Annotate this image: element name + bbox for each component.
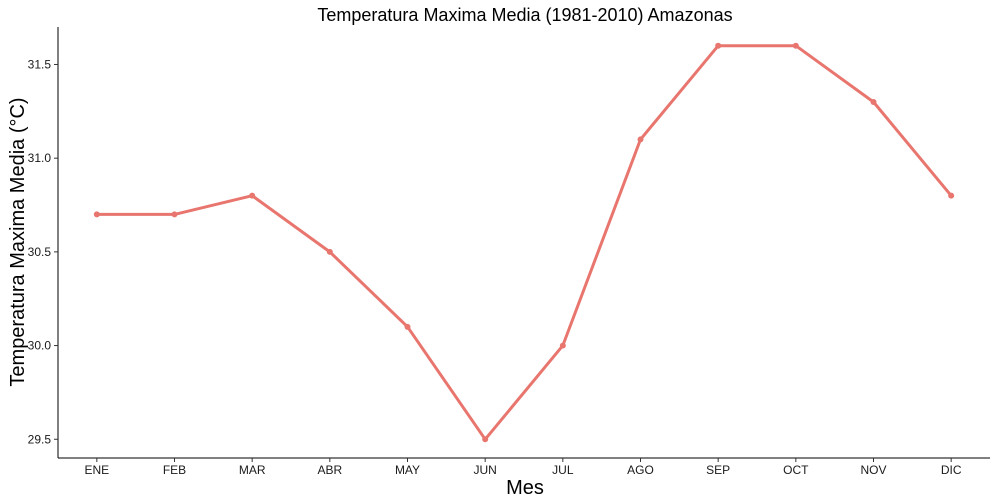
y-tick-label: 30.0 — [28, 339, 52, 353]
data-point — [326, 248, 333, 255]
chart-title: Temperatura Maxima Media (1981-2010) Ama… — [317, 5, 732, 25]
x-tick-label: JUL — [552, 463, 574, 477]
data-point — [559, 342, 566, 349]
y-tick-label: 30.5 — [28, 245, 52, 259]
x-tick-label: ABR — [317, 463, 342, 477]
y-axis-title: Temperatura Maxima Media (°C) — [7, 97, 29, 386]
x-tick-label: DIC — [941, 463, 962, 477]
x-tick-label: AGO — [627, 463, 654, 477]
data-point — [171, 211, 178, 218]
x-tick-label: MAY — [395, 463, 420, 477]
data-point — [404, 323, 411, 330]
x-axis-ticks: ENE FEB MAR ABR MAY JUN JUL AGO SEP OCT NOV DIC — [84, 458, 962, 477]
data-point — [93, 211, 100, 218]
y-tick-label: 31.5 — [28, 57, 52, 71]
series-layer — [93, 42, 955, 443]
series-line — [95, 44, 953, 441]
x-tick-label: SEP — [706, 463, 730, 477]
x-tick-label: ENE — [84, 463, 109, 477]
y-tick-label: 29.5 — [28, 432, 52, 446]
data-point — [249, 192, 256, 199]
y-axis-ticks: 29.5 30.0 30.5 31.0 31.5 — [28, 57, 58, 446]
data-point — [792, 42, 799, 49]
data-point — [870, 98, 877, 105]
y-tick-label: 31.0 — [28, 151, 52, 165]
x-tick-label: MAR — [239, 463, 266, 477]
x-axis-title: Mes — [506, 477, 544, 499]
data-point — [715, 42, 722, 49]
x-tick-label: JUN — [473, 463, 496, 477]
data-point — [637, 136, 644, 143]
x-tick-label: OCT — [783, 463, 809, 477]
data-point — [948, 192, 955, 199]
data-point — [482, 436, 489, 443]
x-tick-label: NOV — [860, 463, 886, 477]
x-tick-label: FEB — [163, 463, 186, 477]
